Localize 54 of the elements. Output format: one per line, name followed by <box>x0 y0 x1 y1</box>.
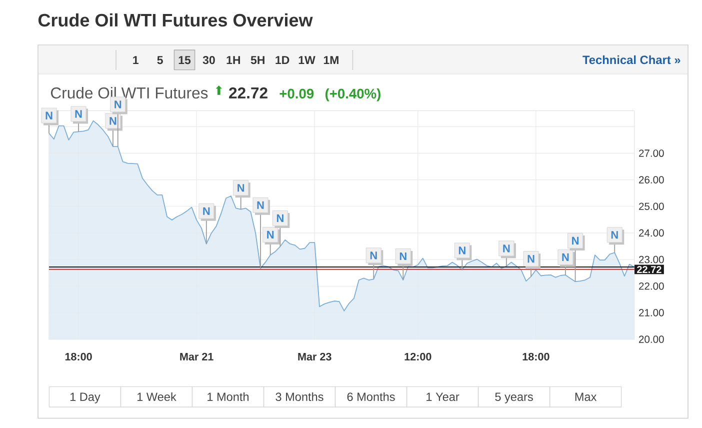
data-label: N <box>276 214 284 222</box>
text: Max <box>575 392 597 401</box>
data-label: N <box>458 246 466 254</box>
text: ⬆ <box>216 85 222 95</box>
data-label: N <box>114 100 122 108</box>
text: 6 Months <box>347 392 395 401</box>
x-tick-label: Mar 23 <box>298 352 332 361</box>
text: 22.72 <box>229 87 268 98</box>
text: 1 <box>133 56 138 64</box>
data-label: N <box>110 117 116 125</box>
text: 1H <box>226 56 240 64</box>
data-label: N <box>203 207 210 215</box>
x-tick-label: 12:00 <box>404 352 432 361</box>
text: 3 Months <box>276 392 324 401</box>
text: 1 Month <box>208 392 249 401</box>
text: 5H <box>250 56 264 64</box>
chart-title: Crude Oil WTI Futures Overview <box>38 13 313 27</box>
y-tick-label: 22.00 <box>639 282 664 290</box>
y-tick-label: 24.00 <box>639 229 664 237</box>
data-label: N <box>503 244 510 252</box>
data-label: N <box>572 236 579 244</box>
data-label: N <box>611 231 618 239</box>
text: 1 Day <box>70 392 100 404</box>
text: 1M <box>324 56 338 64</box>
data-label: N <box>257 201 264 209</box>
data-label: N <box>370 252 377 260</box>
text: 1 Week <box>137 392 176 401</box>
y-tick-label: 26.00 <box>639 176 664 184</box>
data-label: N <box>46 112 52 120</box>
y-tick-label: 21.00 <box>639 309 664 316</box>
y-tick-label: 27.00 <box>639 150 664 157</box>
text: 1 Year <box>426 392 460 401</box>
text: +0.09 <box>280 88 314 99</box>
data-label: N <box>267 230 274 238</box>
x-tick-label: 18:00 <box>65 352 92 361</box>
text: Technical Chart » <box>582 55 680 64</box>
data-label: N <box>400 252 406 260</box>
data-label: N <box>528 255 534 263</box>
ref-line-label: 22.72 <box>637 266 662 273</box>
text: 30 <box>202 56 215 64</box>
y-tick-label: 23.00 <box>639 256 664 264</box>
text: (+0.40%) <box>325 88 380 102</box>
text: 5 <box>157 56 163 64</box>
text: 1D <box>276 56 290 64</box>
text: 5 years <box>495 392 533 404</box>
x-tick-label: 18:00 <box>522 352 550 361</box>
data-label: N <box>238 184 244 192</box>
y-tick-label: 25.00 <box>639 202 664 210</box>
y-tick-label: 20.00 <box>639 336 664 343</box>
data-label: N <box>75 110 82 118</box>
text: 15 <box>178 56 191 64</box>
text: 1W <box>298 56 316 64</box>
x-tick-label: Mar 21 <box>180 352 214 361</box>
data-label: N <box>562 253 569 261</box>
